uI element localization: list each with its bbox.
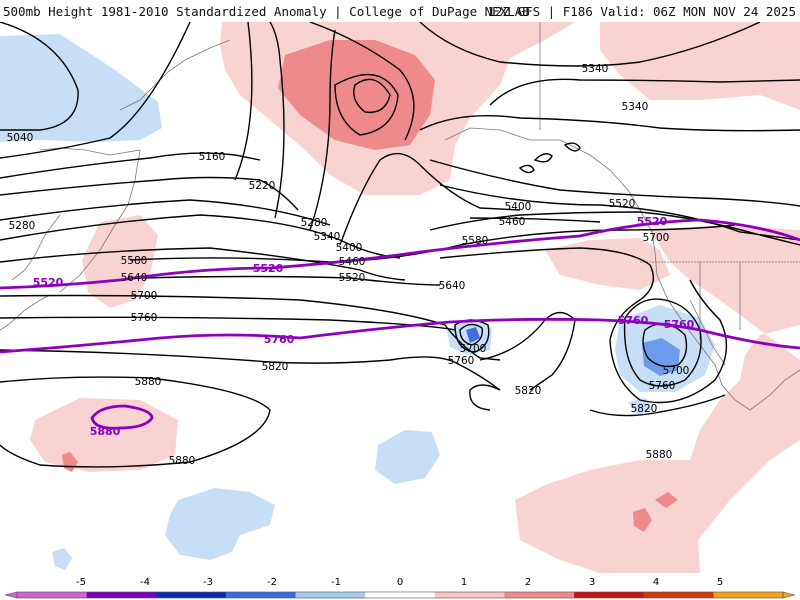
colorbar-swatch [574, 592, 645, 598]
positive-anomaly-area [545, 238, 670, 290]
contour-label: 5640 [439, 280, 466, 292]
colorbar-arrow-right [782, 591, 796, 599]
contour-label: 5280 [301, 217, 328, 229]
contour-label: 5340 [314, 231, 341, 243]
contour-label: 5760 [131, 312, 158, 324]
contour-label: 5700 [643, 232, 670, 244]
contour-label: 5340 [622, 101, 649, 113]
colorbar-tick-label: -2 [267, 577, 277, 588]
contour-label: 5760 [448, 355, 475, 367]
contour-label: 5580 [121, 255, 148, 267]
contour-label: 5520 [339, 272, 366, 284]
contour-label: 5820 [515, 385, 542, 397]
contour-label: 5280 [9, 220, 36, 232]
anomaly-colorbar: -5 -4 -3 -2 -1 0 1 2 3 4 5 [0, 573, 800, 600]
contour-label: 5760 [618, 314, 649, 327]
contour-label: 5760 [264, 333, 295, 346]
contour-label: 5700 [663, 365, 690, 377]
colorbar-swatch [434, 592, 505, 598]
contour-label: 5400 [505, 201, 532, 213]
contour-label: 5520 [253, 262, 284, 275]
contour-label: 5760 [649, 380, 676, 392]
colorbar-arrow-left [4, 591, 18, 599]
contour-label: 5460 [339, 256, 366, 268]
anomaly-map: 5040 5160 5220 5280 5280 5340 5340 5340 … [0, 22, 800, 573]
colorbar-tick-label: 4 [653, 577, 659, 588]
model-run-info: 12Z GFS | F186 Valid: 06Z MON NOV 24 202… [487, 4, 796, 19]
contour-label: 5580 [462, 235, 489, 247]
positive-anomaly-area [633, 508, 652, 532]
highlight-contour-labels: 5520 5520 5520 5760 5760 5760 5880 [33, 215, 695, 438]
colorbar-tick-label: -5 [76, 577, 86, 588]
positive-anomaly-area [515, 225, 800, 573]
colorbar-swatch [156, 592, 227, 598]
contour-label: 5820 [262, 361, 289, 373]
contour-label: 5880 [646, 449, 673, 461]
colorbar-swatches [4, 591, 796, 599]
colorbar-swatch [225, 592, 297, 598]
contour-label: 5400 [336, 242, 363, 254]
contour-label: 5520 [33, 276, 64, 289]
colorbar-tick-label: -1 [331, 577, 341, 588]
positive-anomaly-area [82, 215, 158, 308]
contour-label: 5820 [631, 403, 658, 415]
contour-label: 5520 [637, 215, 668, 228]
colorbar-swatch [504, 592, 575, 598]
colorbar-swatch [365, 592, 436, 598]
contour-label: 5640 [121, 272, 148, 284]
positive-anomaly-area [600, 22, 800, 110]
colorbar-tick-label: -3 [203, 577, 213, 588]
highlight-contours [0, 218, 800, 430]
colorbar-tick-label: 5 [717, 577, 723, 588]
negative-anomaly-area [0, 34, 162, 142]
colorbar-swatch [295, 592, 366, 598]
colorbar-tick-label: 3 [589, 577, 595, 588]
contour-label: 5760 [664, 318, 695, 331]
colorbar-swatch [643, 592, 714, 598]
colorbar-swatch [713, 592, 784, 598]
contour-label: 5340 [582, 63, 609, 75]
map-header: 500mb Height 1981-2010 Standardized Anom… [0, 0, 800, 22]
colorbar-tick-label: 2 [525, 577, 531, 588]
coastlines [0, 22, 800, 411]
colorbar-swatch [17, 592, 88, 598]
negative-anomaly-area [375, 430, 440, 484]
negative-anomaly-area [165, 488, 275, 560]
colorbar-ticks: -5 -4 -3 -2 -1 0 1 2 3 4 5 [76, 577, 723, 588]
map-title: 500mb Height 1981-2010 Standardized Anom… [3, 4, 530, 19]
height-contour-labels: 5040 5160 5220 5280 5280 5340 5340 5340 … [7, 63, 690, 467]
contour-label: 5460 [499, 216, 526, 228]
colorbar-tick-label: 0 [397, 577, 403, 588]
positive-anomaly-area [655, 492, 678, 508]
contour-label: 5520 [609, 198, 636, 210]
contour-label: 5160 [199, 151, 226, 163]
contour-label: 5880 [135, 376, 162, 388]
negative-anomaly-area [466, 327, 480, 343]
colorbar-tick-label: -4 [140, 577, 150, 588]
contour-label: 5880 [169, 455, 196, 467]
colorbar-tick-label: 1 [461, 577, 467, 588]
negative-anomaly-area [52, 548, 72, 570]
contour-label: 5220 [249, 180, 276, 192]
contour-label: 5700 [131, 290, 158, 302]
contour-label: 5040 [7, 132, 34, 144]
contour-label: 5700 [460, 343, 487, 355]
anomaly-shading [0, 22, 800, 573]
contour-label: 5880 [90, 425, 121, 438]
colorbar-swatch [86, 592, 157, 598]
negative-anomaly-area [628, 398, 652, 415]
